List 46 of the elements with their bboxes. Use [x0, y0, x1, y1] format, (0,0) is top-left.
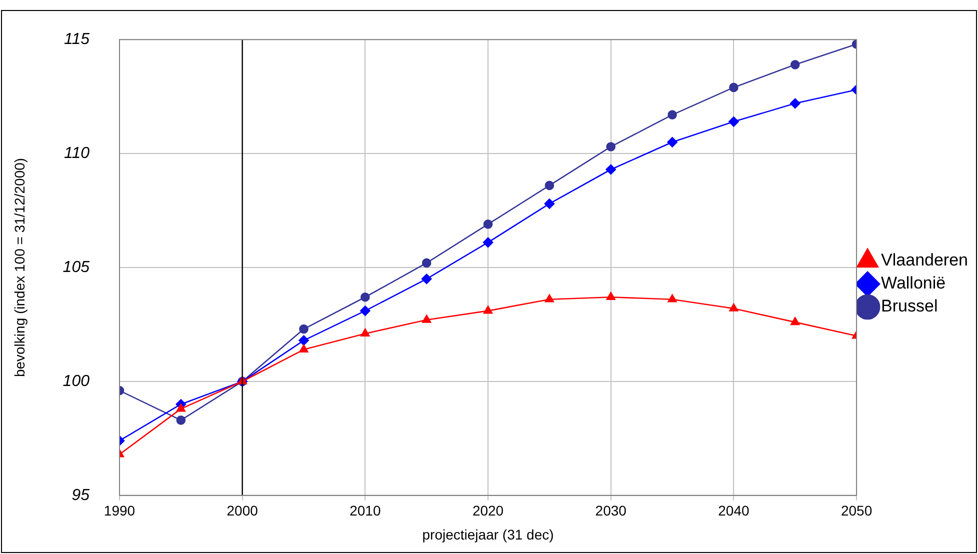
point — [606, 142, 616, 152]
y-tick-label: 105 — [62, 258, 90, 276]
point — [668, 294, 677, 302]
point — [422, 314, 432, 323]
y-tick-label: 115 — [64, 31, 90, 48]
point — [360, 328, 370, 336]
legend-label: Vlaanderen — [881, 250, 968, 270]
x-tick-label: 2030 — [595, 502, 627, 519]
point — [176, 416, 186, 425]
x-axis-title: projectiejaar (31 dec) — [422, 526, 554, 542]
point — [360, 292, 370, 302]
point — [422, 258, 432, 268]
point — [544, 180, 554, 190]
point — [729, 303, 738, 312]
point — [299, 344, 308, 352]
point — [668, 110, 677, 120]
x-tick-label: 2010 — [350, 502, 381, 519]
point — [790, 317, 800, 326]
x-tick-label: 2040 — [718, 502, 750, 519]
point — [483, 306, 493, 314]
point — [728, 116, 739, 127]
point — [421, 274, 432, 284]
point — [483, 220, 493, 229]
point — [606, 164, 616, 175]
point — [729, 82, 738, 92]
point — [790, 98, 800, 109]
x-tick-label: 2000 — [226, 502, 258, 519]
x-tick-label: 2050 — [840, 502, 872, 519]
point — [790, 60, 800, 70]
y-tick-label: 100 — [62, 372, 90, 390]
point — [482, 237, 494, 248]
y-axis-title: bevolking (index 100 = 31/12/2000) — [11, 158, 28, 378]
legend-label: Brussel — [881, 296, 938, 316]
x-tick-label: 1990 — [104, 502, 136, 519]
point — [360, 306, 370, 316]
point — [176, 404, 186, 412]
legend-label: Wallonië — [881, 274, 946, 293]
point — [544, 198, 555, 209]
point — [299, 324, 308, 334]
point — [667, 137, 678, 148]
x-tick-label: 2020 — [472, 502, 504, 519]
point — [606, 292, 616, 300]
y-tick-label: 95 — [72, 486, 90, 504]
point — [298, 335, 309, 346]
y-tick-label: 110 — [64, 145, 90, 162]
point — [544, 294, 554, 302]
